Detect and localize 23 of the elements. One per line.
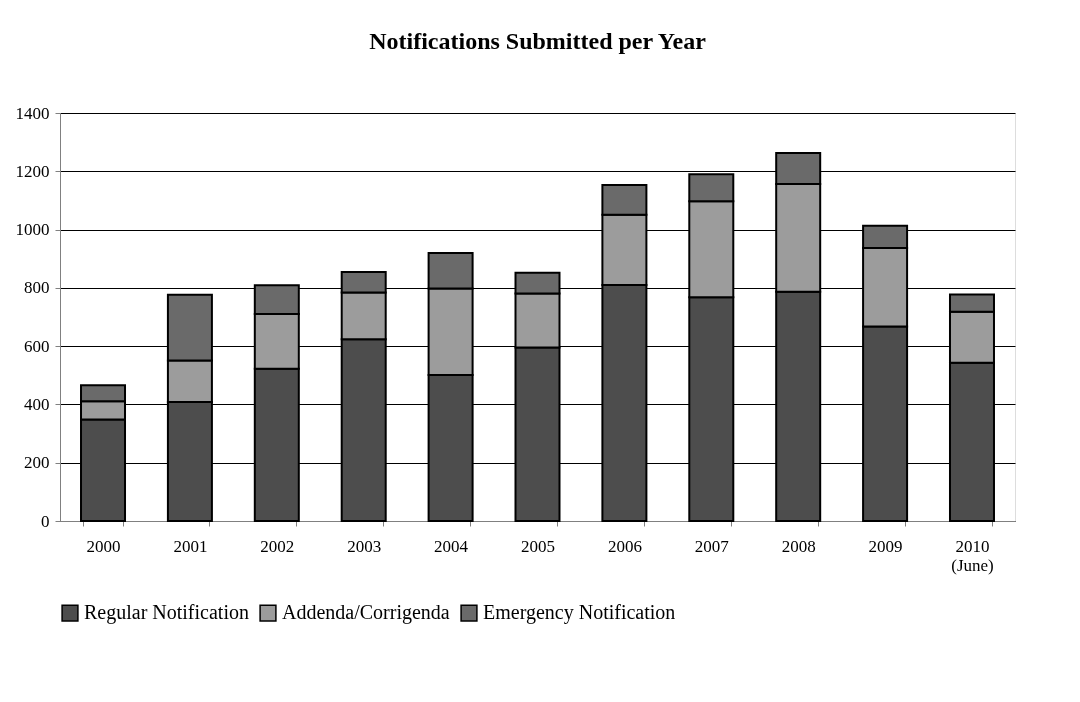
x-tick-label: 2009 [868, 536, 903, 556]
y-tick-label: 1200 [15, 161, 50, 181]
x-tick-label: 2001 [173, 536, 208, 556]
x-tick-label: 2002 [260, 536, 295, 556]
y-tick-label: 600 [24, 336, 50, 356]
x-tick-label: 2006 [607, 536, 642, 556]
y-tick-label: 1400 [15, 103, 50, 123]
x-tick-label: 2004 [434, 536, 469, 556]
x-tick-label: 2008 [781, 536, 816, 556]
y-tick-label: 1000 [15, 220, 50, 240]
x-tick-label: 2003 [347, 536, 382, 556]
y-tick-label: 200 [24, 453, 50, 473]
legend-label: Addenda/Corrigenda [282, 601, 450, 625]
x-tick-label: 2005 [521, 536, 555, 556]
y-tick-label: 400 [24, 394, 50, 414]
legend-label: Regular Notification [84, 601, 249, 625]
chart-title: Notifications Submitted per Year [369, 28, 707, 54]
y-tick-label: 0 [41, 511, 50, 531]
x-tick-label: 2010 (June) [951, 536, 994, 575]
y-tick-label: 800 [24, 278, 50, 298]
x-tick-label: 2007 [694, 536, 730, 556]
legend-label: Emergency Notification [483, 601, 676, 625]
x-tick-label: 2000 [86, 536, 121, 556]
